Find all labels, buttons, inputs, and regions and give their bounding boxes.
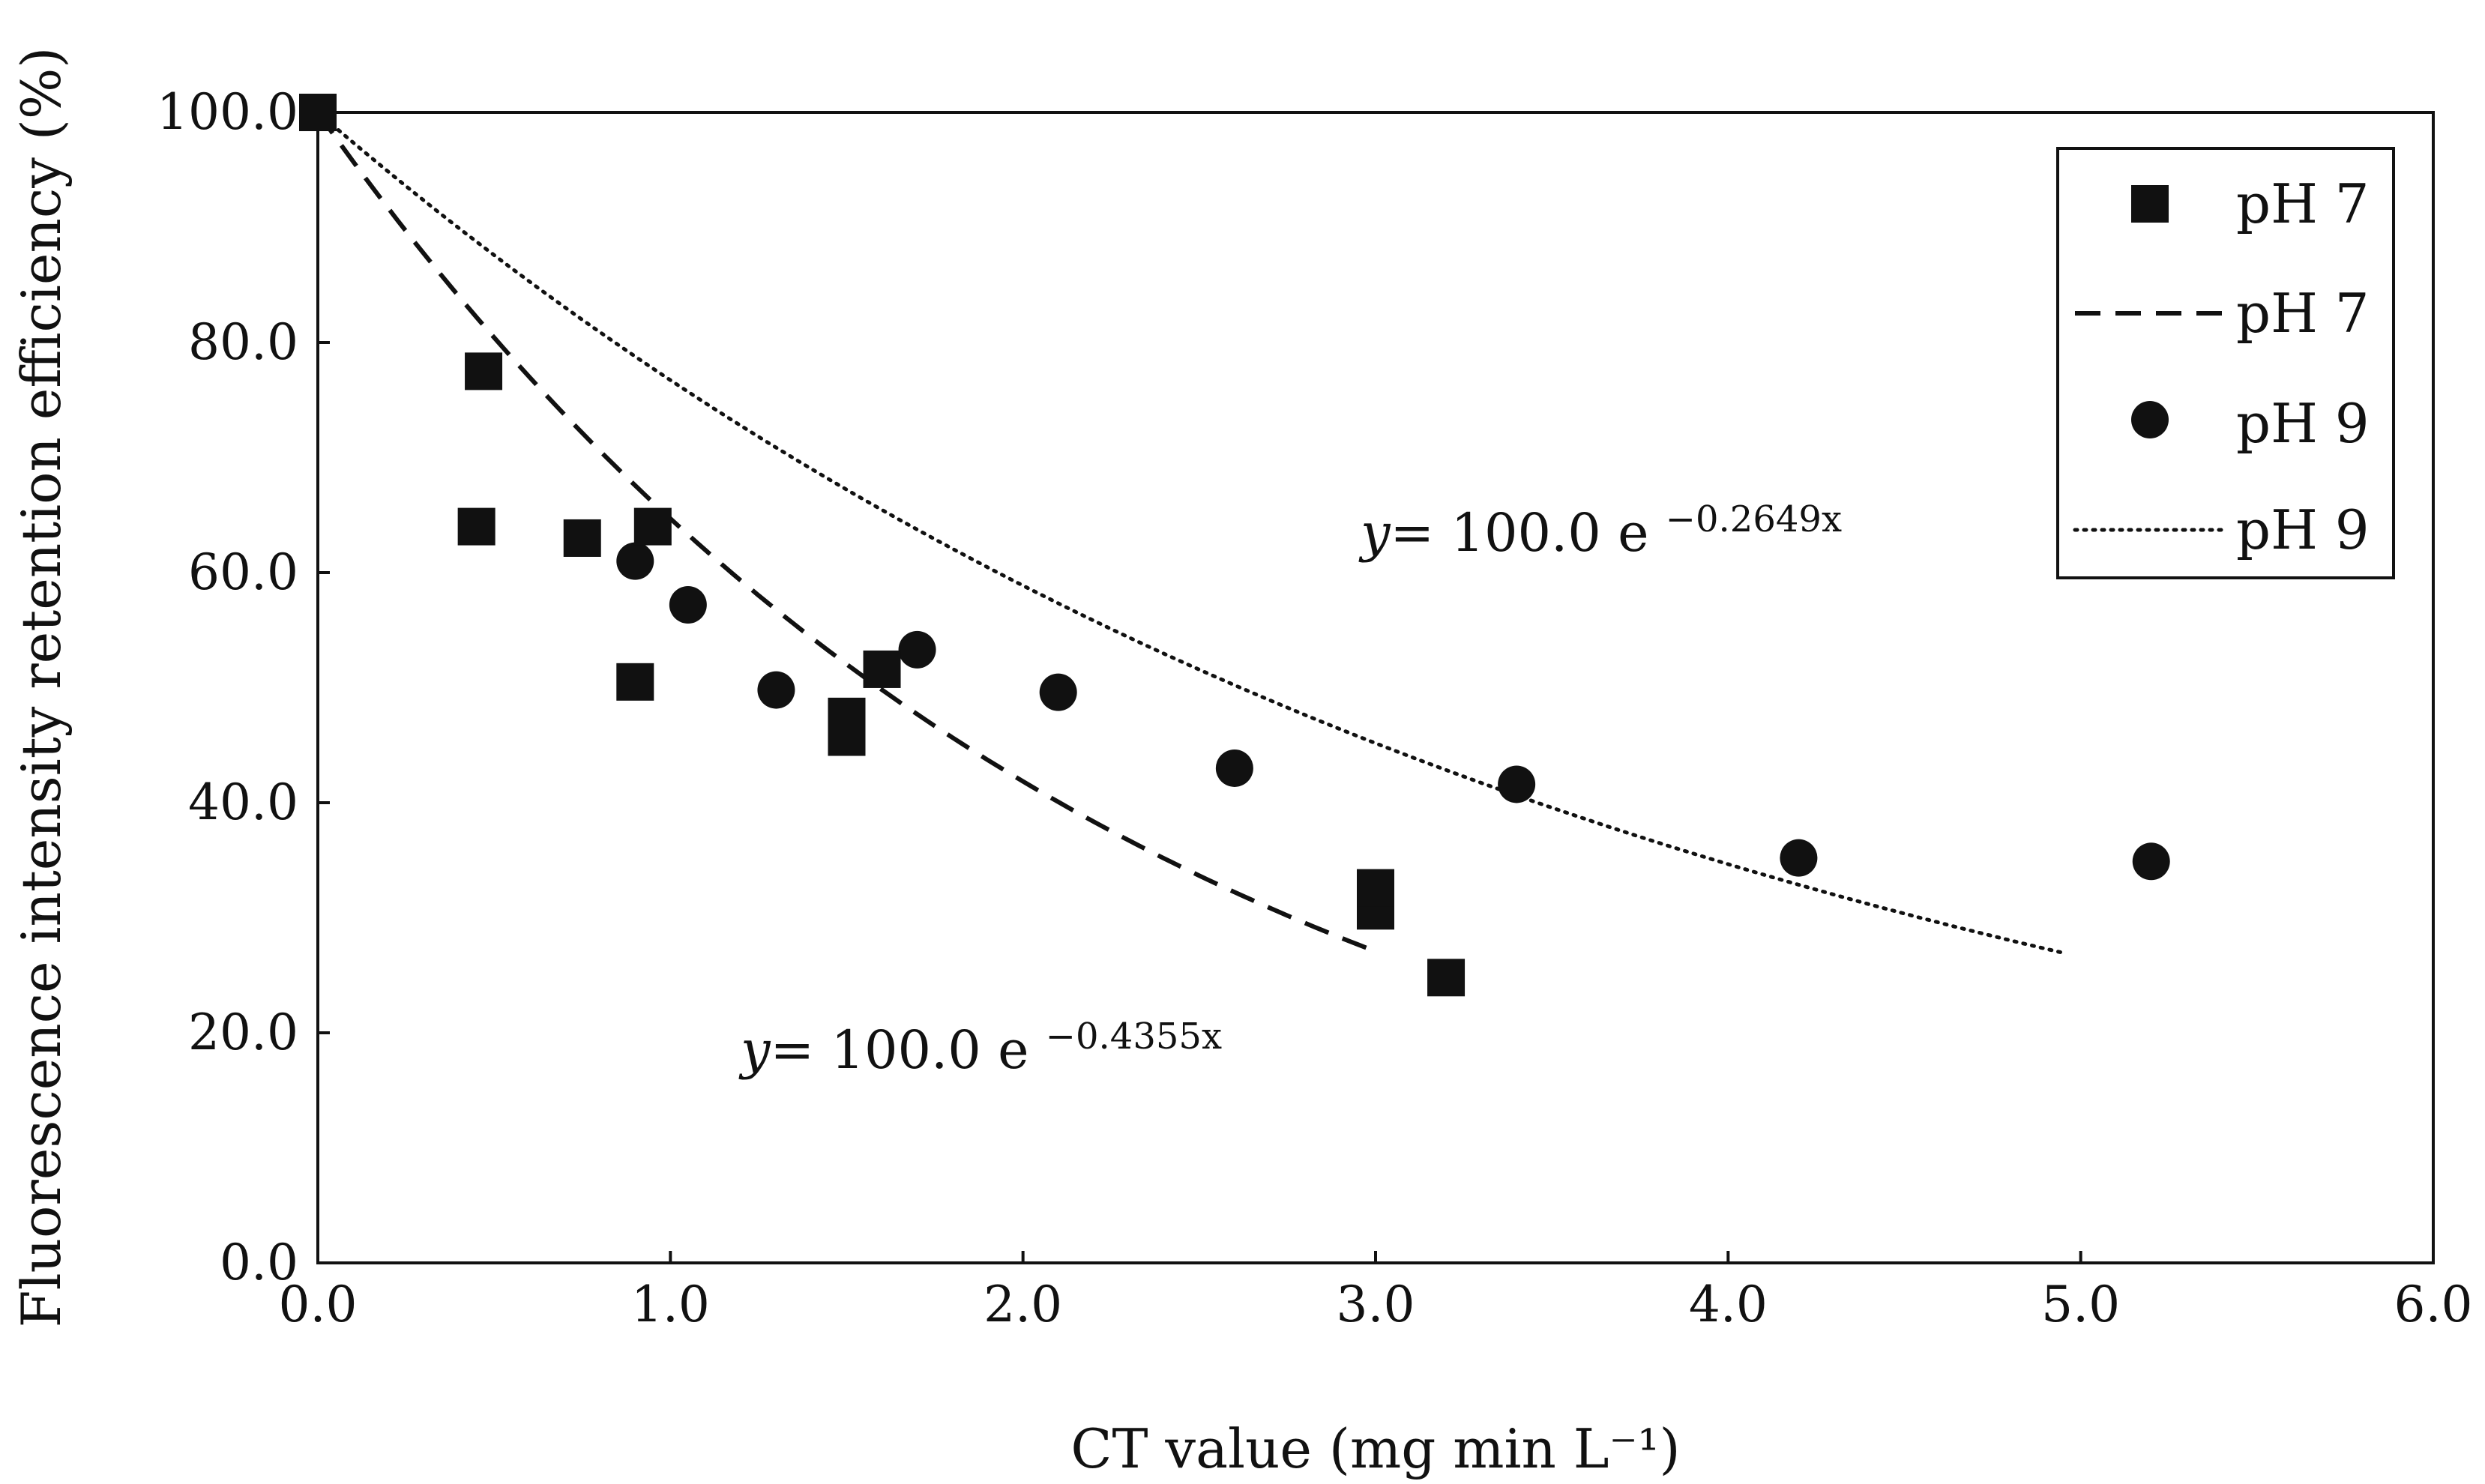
data-point-ph7	[1427, 959, 1466, 997]
legend-label-ph9-points: pH 9	[2236, 392, 2370, 455]
legend-square-marker	[2131, 185, 2169, 223]
equation-ph9: y= 100.0 e −0.2649x	[1358, 498, 1842, 564]
data-point-ph7	[616, 663, 654, 701]
equation-ph9-exponent: −0.2649x	[1666, 498, 1842, 540]
x-tick-label: 0.0	[279, 1276, 358, 1333]
data-point-ph7	[1357, 869, 1394, 907]
legend-label-ph7-fit: pH 7	[2236, 282, 2370, 345]
data-point-ph9	[1215, 749, 1253, 787]
y-tick-label: 60.0	[188, 543, 298, 601]
y-tick-label: 80.0	[188, 313, 298, 371]
fit-curve-ph9	[316, 110, 2065, 955]
x-tick-label: 1.0	[631, 1276, 710, 1333]
legend-label-ph9-fit: pH 9	[2236, 498, 2370, 561]
data-point-ph7	[457, 507, 496, 546]
y-axis-title: Fluorescence intensity retention efficie…	[10, 47, 73, 1328]
data-point-ph7	[863, 650, 901, 688]
legend-circle-marker	[2131, 401, 2169, 438]
data-point-ph9	[669, 585, 707, 624]
x-tick-label: 3.0	[1337, 1276, 1415, 1333]
equation-ph9-y: y	[1358, 502, 1391, 564]
y-tick-label: 0.0	[220, 1234, 298, 1291]
x-tick-label: 2.0	[984, 1276, 1062, 1333]
equation-ph7: y= 100.0 e −0.4355x	[738, 1016, 1222, 1081]
data-point-ph9	[2132, 842, 2170, 881]
data-point-ph7	[633, 507, 672, 546]
data-point-ph9	[1498, 765, 1536, 803]
fit-curve-ph7	[316, 111, 1377, 954]
data-point-ph9	[1039, 673, 1077, 711]
legend: pH 7 pH 7 pH 9 pH 9	[2056, 147, 2395, 579]
equation-ph7-exponent: −0.4355x	[1046, 1016, 1222, 1058]
data-point-ph7	[465, 352, 503, 390]
data-point-ph9	[898, 630, 936, 669]
data-markers	[299, 94, 2170, 997]
x-tick-label: 6.0	[2394, 1276, 2473, 1333]
legend-box	[2056, 147, 2395, 579]
y-tick-label: 100.0	[157, 83, 298, 141]
data-point-ph7	[828, 697, 866, 735]
data-point-ph9	[616, 542, 654, 580]
equation-ph7-y: y	[738, 1019, 771, 1081]
equation-ph7-main: = 100.0 e	[771, 1019, 1046, 1081]
y-axis-ticks: 0.0 20.0 40.0 60.0 80.0 100.0	[157, 83, 330, 1291]
y-tick-label: 40.0	[188, 773, 298, 831]
data-point-ph9	[757, 671, 795, 709]
x-axis-title: CT value (mg min L⁻¹)	[1070, 1417, 1680, 1480]
equation-ph9-main: = 100.0 e	[1391, 502, 1666, 564]
x-axis-ticks: 0.0 1.0 2.0 3.0 4.0 5.0 6.0	[279, 1251, 2473, 1333]
data-point-ph9	[1780, 839, 1818, 877]
y-tick-label: 20.0	[188, 1004, 298, 1061]
data-point-ph7	[563, 519, 601, 557]
x-tick-label: 5.0	[2041, 1276, 2120, 1333]
x-tick-label: 4.0	[1689, 1276, 1768, 1333]
legend-label-ph7-points: pH 7	[2236, 172, 2370, 235]
data-point-ph7	[299, 94, 337, 131]
